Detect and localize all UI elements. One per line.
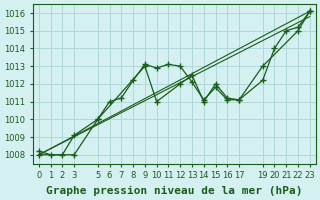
X-axis label: Graphe pression niveau de la mer (hPa): Graphe pression niveau de la mer (hPa) [46,186,302,196]
